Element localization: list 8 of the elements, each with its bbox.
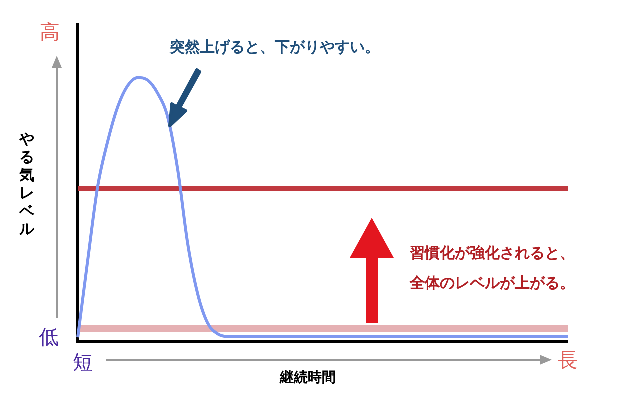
x-axis-title: 継続時間 — [280, 370, 336, 387]
y-axis-title: やる気レベル — [18, 130, 36, 238]
text: 突然上げると、下がりやすい。 — [170, 38, 380, 56]
text: 短 — [73, 350, 93, 374]
annotation: 習慣化が強化されると、全体のレベルが上がる。 — [410, 243, 576, 294]
text: 高 — [40, 20, 60, 44]
text: 低 — [39, 325, 59, 349]
text: 長 — [558, 348, 578, 372]
